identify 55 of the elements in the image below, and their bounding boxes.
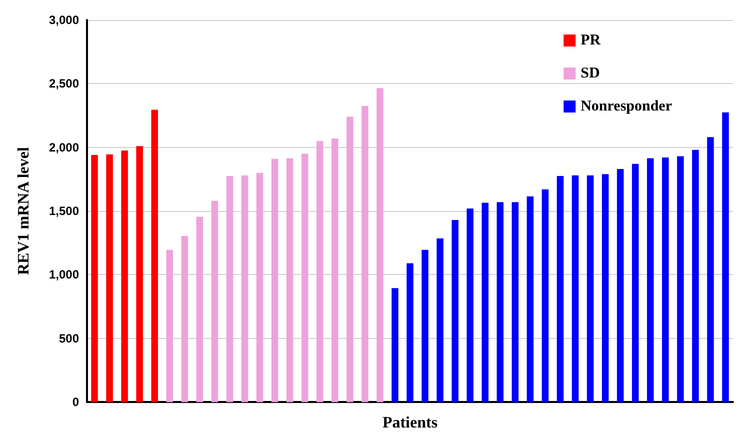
legend-label: SD (580, 66, 600, 82)
bar (376, 88, 384, 402)
bar (316, 141, 324, 402)
bar (646, 158, 654, 402)
bar (466, 208, 474, 402)
bar (301, 154, 308, 402)
bar (121, 150, 128, 402)
bar (106, 154, 113, 402)
bar (496, 202, 504, 402)
bar (241, 175, 248, 402)
bar (436, 238, 444, 402)
bar (91, 155, 98, 402)
bar (392, 288, 398, 402)
bar (616, 169, 624, 402)
bar (346, 116, 354, 402)
y-tick-label: 500 (58, 331, 80, 346)
bar (677, 156, 684, 402)
bar (362, 106, 368, 402)
bar (662, 158, 669, 402)
bar (406, 263, 414, 402)
y-tick-label: 1,000 (48, 268, 80, 282)
bar (542, 189, 549, 402)
bar (332, 138, 338, 402)
legend-label: Nonresponder (580, 98, 672, 114)
bar (602, 174, 609, 402)
y-tick-label: 2,000 (48, 140, 80, 154)
bar (286, 158, 294, 402)
y-tick-label: 0 (72, 395, 80, 410)
bar (692, 150, 699, 402)
bar (166, 250, 174, 402)
legend-label: PR (580, 32, 601, 48)
bar (226, 176, 234, 402)
bar (586, 175, 594, 402)
y-tick-label: 1,500 (48, 204, 80, 218)
bar (482, 202, 488, 402)
bar (512, 202, 519, 402)
bar (572, 175, 579, 402)
bar (196, 216, 204, 402)
y-tick-label: 2,500 (48, 76, 80, 91)
bar (526, 196, 534, 402)
bar (136, 146, 143, 402)
bar (722, 112, 729, 402)
bar (256, 172, 264, 402)
x-axis-title: Patients (382, 414, 438, 432)
y-axis-title: REV1 mRNA level (16, 146, 32, 276)
bar (211, 200, 218, 402)
bar (151, 110, 158, 402)
bar (632, 164, 639, 402)
bar (271, 158, 278, 402)
bar (422, 250, 428, 402)
bar (707, 137, 714, 402)
y-tick-label: 3,000 (48, 13, 80, 27)
bar (181, 236, 188, 402)
bar (452, 220, 458, 402)
bar (556, 176, 564, 402)
